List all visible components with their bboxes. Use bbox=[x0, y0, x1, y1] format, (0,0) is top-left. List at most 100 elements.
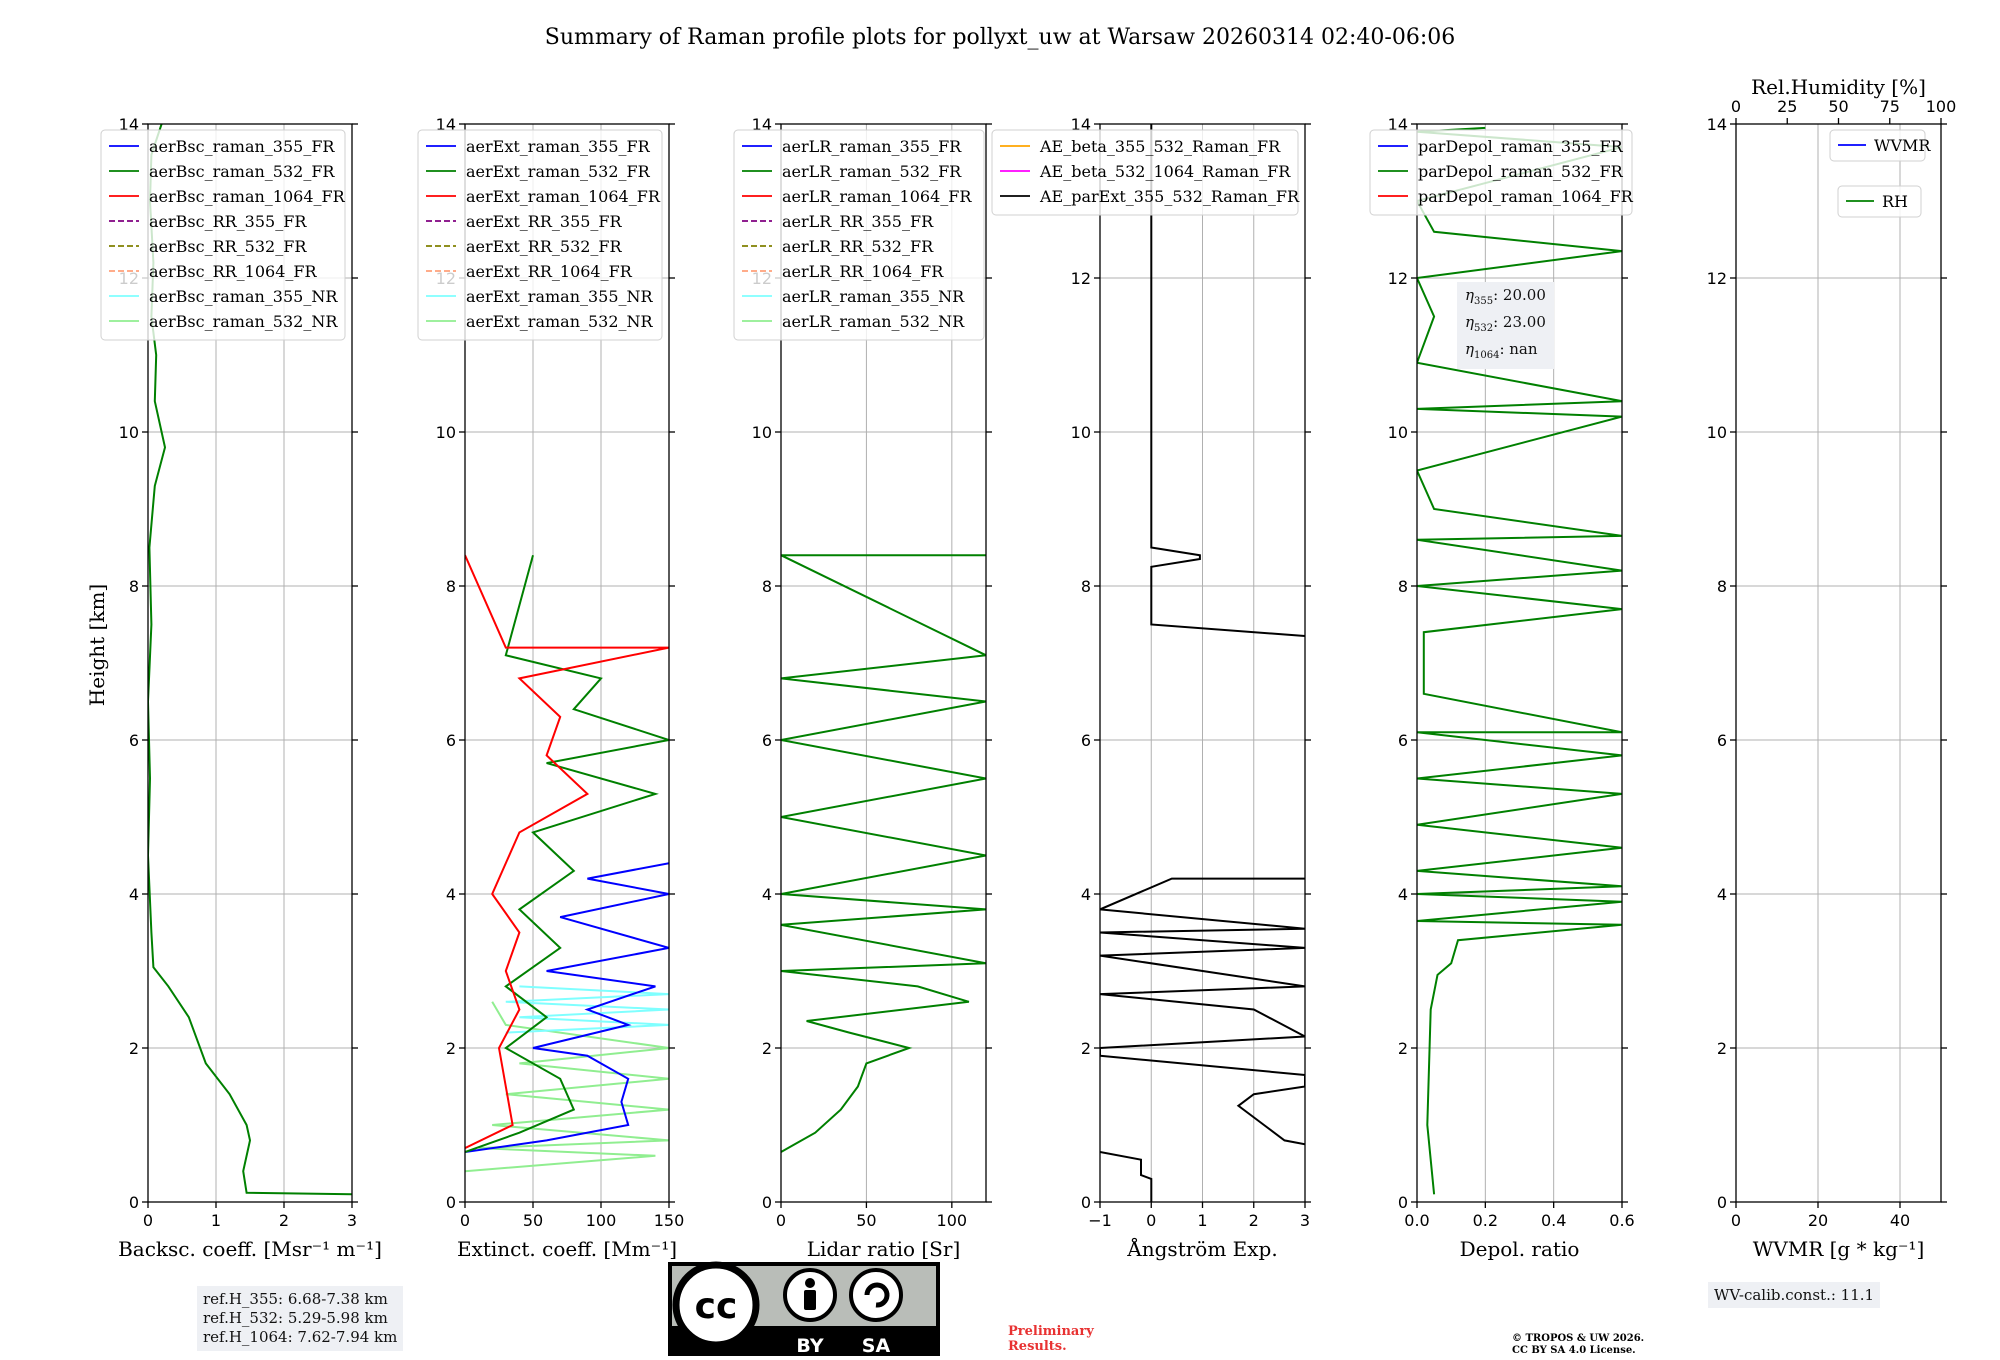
top-x-tick-label: 25 bbox=[1777, 97, 1797, 116]
series-line bbox=[1100, 877, 1305, 1146]
badge-by-label: BY bbox=[796, 1335, 823, 1357]
y-tick-label: 10 bbox=[1388, 423, 1408, 442]
x-tick-label: 100 bbox=[937, 1211, 968, 1230]
x-axis-label: WVMR [g * kg⁻¹] bbox=[1753, 1237, 1925, 1261]
eta-sub: 355 bbox=[1474, 296, 1494, 307]
y-tick-label: 8 bbox=[129, 577, 139, 596]
series-line bbox=[465, 554, 669, 1149]
axes-frame bbox=[464, 123, 670, 1203]
y-tick-label: 0 bbox=[1081, 1193, 1091, 1212]
y-tick-label: 8 bbox=[1398, 577, 1408, 596]
y-tick-label: 0 bbox=[446, 1193, 456, 1212]
axes-frame bbox=[1416, 123, 1623, 1203]
y-tick-label: 8 bbox=[446, 577, 456, 596]
y-tick-label: 6 bbox=[446, 731, 456, 750]
person-head-icon bbox=[805, 1278, 815, 1288]
legend-label: AE_beta_532_1064_Raman_FR bbox=[1039, 162, 1291, 181]
legend-label: aerBsc_RR_532_FR bbox=[149, 237, 307, 256]
preliminary-line-2: Results. bbox=[1008, 1339, 1067, 1354]
x-tick-label: 2 bbox=[279, 1211, 289, 1230]
eta-355: η355: 20.00 bbox=[1465, 285, 1546, 312]
legend-label: WVMR bbox=[1874, 136, 1931, 155]
legend: aerBsc_raman_355_FR aerBsc_raman_532_FRae… bbox=[100, 129, 346, 341]
y-tick-label: 10 bbox=[436, 423, 456, 442]
legend: AE_beta_355_532_Raman_FR AE_beta_532_1064… bbox=[991, 129, 1300, 216]
legend-label: aerExt_raman_355_NR bbox=[466, 287, 654, 306]
wv-calib-box: WV-calib.const.: 11.1 bbox=[1708, 1282, 1881, 1308]
y-tick-label: 10 bbox=[1707, 423, 1727, 442]
series-group bbox=[1100, 124, 1305, 1202]
legend-label: aerExt_RR_355_FR bbox=[466, 212, 623, 231]
x-tick-label: 0 bbox=[460, 1211, 470, 1230]
x-tick-label: 40 bbox=[1890, 1211, 1910, 1230]
top-x-tick-label: 75 bbox=[1880, 97, 1900, 116]
series-line bbox=[465, 862, 669, 1153]
copyright-line-2: CC BY SA 4.0 License. bbox=[1512, 1345, 1636, 1356]
top-x-tick-label: 0 bbox=[1731, 97, 1741, 116]
cc-circle-icon bbox=[672, 1261, 760, 1349]
legend-frame bbox=[1837, 185, 1922, 218]
cc-logo-text: cc bbox=[695, 1286, 738, 1327]
ref-height-355: ref.H_355: 6.68-7.38 km bbox=[203, 1290, 388, 1308]
copyright-line-1: © TROPOS & UW 2026. bbox=[1512, 1333, 1644, 1344]
panel-depol: 0 2 4 6 8 10 12 14 0.0 0.2 0.4 0.6 Depol. ratio parDe… bbox=[1369, 115, 1635, 1261]
y-tick-label: 2 bbox=[446, 1039, 456, 1058]
series-line bbox=[1150, 124, 1305, 637]
y-tick-label: 8 bbox=[762, 577, 772, 596]
legend-frame bbox=[100, 129, 346, 341]
y-axis-label: Height [km] bbox=[85, 584, 109, 706]
x-axis-label: Lidar ratio [Sr] bbox=[807, 1237, 961, 1261]
legend-frame bbox=[417, 129, 663, 341]
legend-label: aerExt_raman_532_FR bbox=[466, 162, 651, 181]
x-tick-label: 0 bbox=[143, 1211, 153, 1230]
legend-label: aerBsc_RR_1064_FR bbox=[149, 262, 318, 281]
top-axis-label: Rel.Humidity [%] bbox=[1751, 75, 1926, 99]
legend-label: aerBsc_RR_355_FR bbox=[149, 212, 307, 231]
x-tick-label: 100 bbox=[586, 1211, 617, 1230]
legend-label: aerBsc_raman_355_NR bbox=[149, 287, 338, 306]
series-line bbox=[781, 554, 986, 1153]
legend-label: aerBsc_raman_532_NR bbox=[149, 312, 338, 331]
x-tick-label: 0 bbox=[776, 1211, 786, 1230]
legend-frame bbox=[1369, 129, 1633, 216]
y-tick-label: 10 bbox=[119, 423, 139, 442]
y-tick-label: 6 bbox=[762, 731, 772, 750]
eta-1064: η1064: nan bbox=[1465, 339, 1546, 366]
legend-label: parDepol_raman_1064_FR bbox=[1418, 187, 1634, 206]
legend-label: aerLR_raman_1064_FR bbox=[782, 187, 972, 206]
x-axis-label: Backsc. coeff. [Msr⁻¹ m⁻¹] bbox=[118, 1237, 382, 1261]
legend-label: aerLR_raman_532_FR bbox=[782, 162, 962, 181]
legend-frame bbox=[733, 129, 985, 341]
y-tick-label: 14 bbox=[436, 115, 456, 134]
y-tick-label: 4 bbox=[1717, 885, 1727, 904]
eta-sub: 532 bbox=[1474, 323, 1494, 334]
legend-label: aerBsc_raman_355_FR bbox=[149, 137, 335, 156]
eta-value: : nan bbox=[1499, 340, 1538, 358]
y-tick-label: 10 bbox=[1071, 423, 1091, 442]
eta-value: : 23.00 bbox=[1493, 313, 1546, 331]
top-x-tick-label: 50 bbox=[1828, 97, 1848, 116]
y-tick-label: 12 bbox=[1707, 269, 1727, 288]
series-line bbox=[1417, 126, 1622, 1195]
reference-height-box: ref.H_355: 6.68-7.38 km ref.H_532: 5.29-… bbox=[197, 1286, 404, 1351]
legend-label: aerLR_raman_532_NR bbox=[782, 312, 965, 331]
x-tick-label: 0 bbox=[1731, 1211, 1741, 1230]
y-tick-label: 14 bbox=[1388, 115, 1408, 134]
wv-calib-const: WV-calib.const.: 11.1 bbox=[1714, 1286, 1875, 1304]
legend-label: aerLR_RR_1064_FR bbox=[782, 262, 944, 281]
axes-frame bbox=[780, 123, 987, 1203]
sa-share-icon bbox=[849, 1268, 903, 1322]
cc-by-sa-badge: cc BY SA bbox=[668, 1261, 940, 1357]
y-tick-label: 4 bbox=[446, 885, 456, 904]
legend-label: aerBsc_raman_532_FR bbox=[149, 162, 335, 181]
panel-lr: 02468101214050100Lidar ratio [Sr]aerLR_r… bbox=[733, 115, 992, 1261]
y-tick-label: 12 bbox=[1388, 269, 1408, 288]
x-tick-label: −1 bbox=[1088, 1211, 1112, 1230]
y-tick-label: 2 bbox=[1081, 1039, 1091, 1058]
x-tick-label: 2 bbox=[1249, 1211, 1259, 1230]
y-tick-label: 4 bbox=[762, 885, 772, 904]
person-body-icon bbox=[804, 1290, 816, 1310]
x-tick-label: 0.0 bbox=[1404, 1211, 1429, 1230]
